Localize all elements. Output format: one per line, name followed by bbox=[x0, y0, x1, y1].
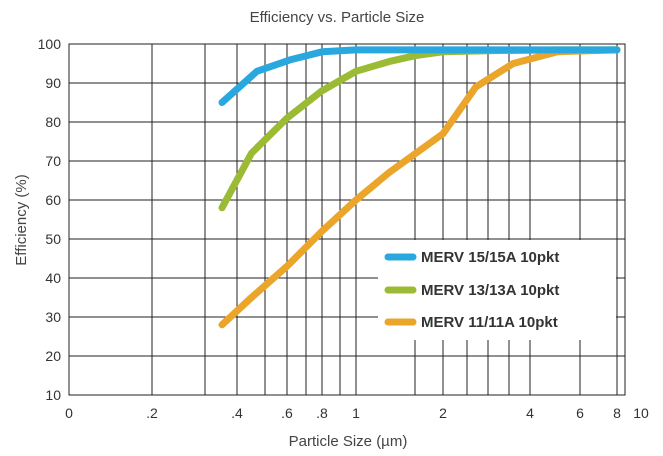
x-tick-label: .2 bbox=[146, 405, 158, 421]
x-tick-label: 8 bbox=[613, 405, 621, 421]
y-tick-label: 20 bbox=[45, 348, 61, 364]
x-tick-label: 6 bbox=[576, 405, 584, 421]
y-tick-label: 40 bbox=[45, 270, 61, 286]
series-line bbox=[218, 46, 621, 329]
x-tick-label: 2 bbox=[439, 405, 447, 421]
y-tick-label: 70 bbox=[45, 153, 61, 169]
series-line bbox=[218, 46, 621, 106]
chart-title: Efficiency vs. Particle Size bbox=[250, 9, 425, 26]
x-tick-label: 4 bbox=[526, 405, 534, 421]
y-tick-label: 100 bbox=[38, 36, 62, 52]
series-lines bbox=[218, 46, 621, 329]
y-tick-label: 30 bbox=[45, 309, 61, 325]
x-tick-label: .6 bbox=[281, 405, 293, 421]
x-tick-label: .8 bbox=[316, 405, 328, 421]
legend: MERV 15/15A 10pkt MERV 13/13A 10pkt MERV 1… bbox=[378, 240, 616, 340]
plot-frame bbox=[68, 43, 626, 396]
grid bbox=[69, 43, 625, 396]
x-axis-label: Particle Size (µm) bbox=[289, 433, 408, 450]
y-tick-label: 80 bbox=[45, 114, 61, 130]
y-axis-ticks: 10 20 30 40 50 60 70 80 90 100 bbox=[38, 36, 62, 403]
y-tick-label: 50 bbox=[45, 231, 61, 247]
y-tick-label: 90 bbox=[45, 75, 61, 91]
legend-background bbox=[378, 240, 616, 340]
series-line bbox=[218, 46, 621, 212]
x-tick-label: 1 bbox=[352, 405, 360, 421]
x-tick-label: 10 bbox=[633, 405, 649, 421]
legend-label: MERV 11/11A 10pkt bbox=[421, 314, 558, 331]
y-tick-label: 10 bbox=[45, 387, 61, 403]
legend-label: MERV 15/15A 10pkt bbox=[421, 249, 559, 266]
x-axis-ticks: 0 .2 .4 .6 .8 1 2 4 6 8 10 bbox=[65, 405, 649, 421]
x-tick-label: .4 bbox=[231, 405, 243, 421]
legend-label: MERV 13/13A 10pkt bbox=[421, 282, 559, 299]
y-tick-label: 60 bbox=[45, 192, 61, 208]
y-axis-label: Efficiency (%) bbox=[13, 174, 30, 265]
x-tick-label: 0 bbox=[65, 405, 73, 421]
